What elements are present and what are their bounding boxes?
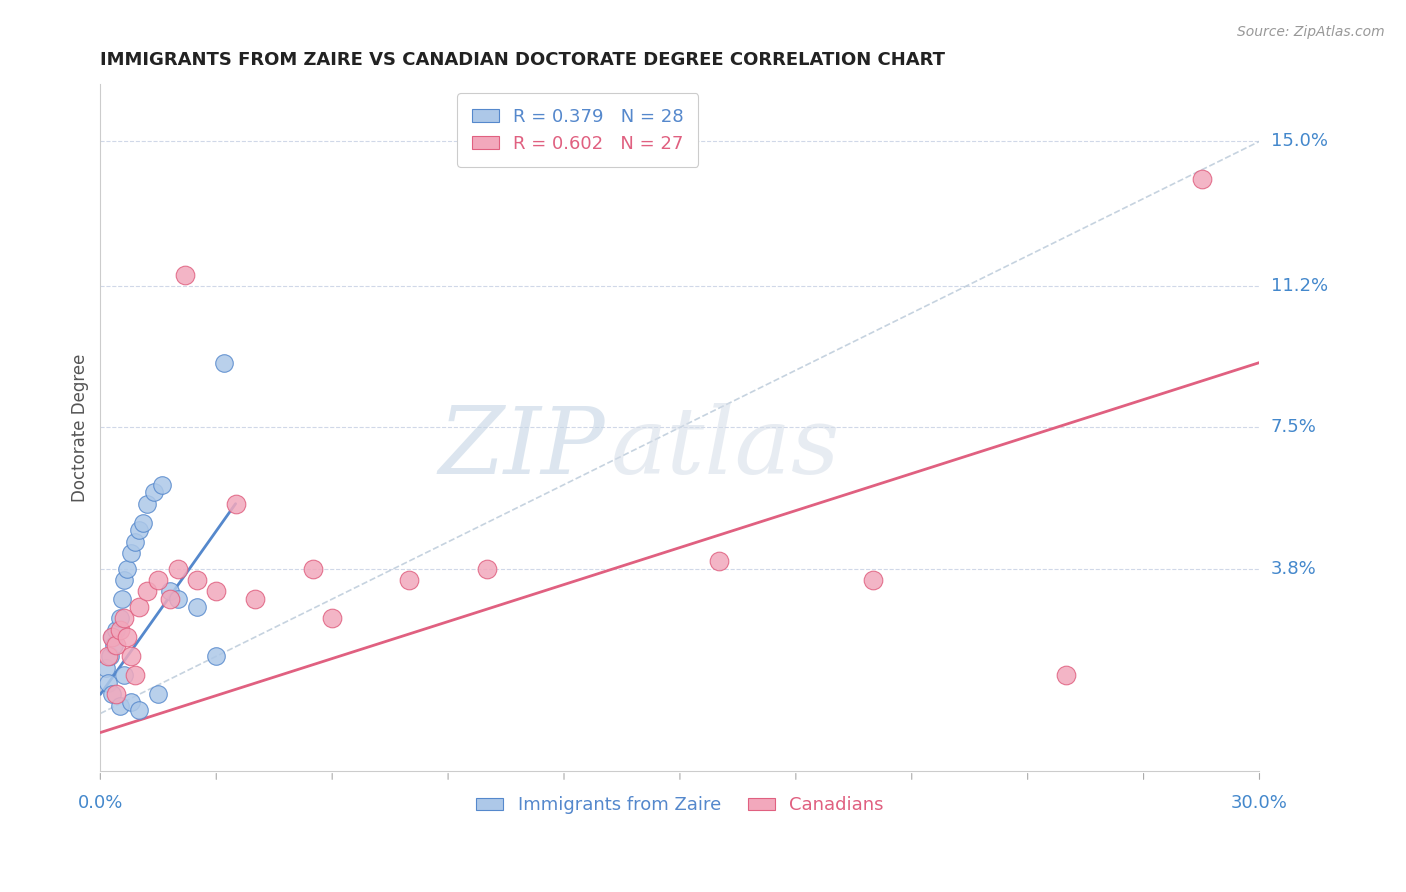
Text: 15.0%: 15.0% (1271, 132, 1327, 151)
Point (108, 698, 131, 713)
Point (143, 485, 166, 500)
Point (150, 477, 173, 491)
Point (98, 649, 121, 664)
Point (243, 592, 266, 607)
Point (110, 592, 132, 607)
Point (128, 703, 150, 717)
Text: 7.5%: 7.5% (1271, 418, 1316, 436)
Point (475, 561, 498, 575)
Point (101, 687, 124, 701)
Point (124, 668, 146, 682)
Point (166, 561, 188, 575)
Point (135, 584, 157, 599)
Point (128, 599, 150, 614)
Point (135, 497, 157, 511)
Point (1054, 668, 1077, 682)
Point (148, 573, 170, 587)
Legend: Immigrants from Zaire, Canadians: Immigrants from Zaire, Canadians (467, 788, 893, 823)
Point (148, 687, 170, 701)
Point (124, 534, 146, 549)
Point (103, 638, 125, 652)
Text: IMMIGRANTS FROM ZAIRE VS CANADIAN DOCTORATE DEGREE CORRELATION CHART: IMMIGRANTS FROM ZAIRE VS CANADIAN DOCTOR… (100, 51, 945, 69)
Point (97, 676, 120, 690)
Point (112, 611, 135, 625)
Point (186, 573, 208, 587)
Point (117, 630, 139, 644)
Point (321, 611, 343, 625)
Point (159, 584, 181, 599)
Text: 30.0%: 30.0% (1232, 794, 1288, 812)
Point (97, 649, 120, 664)
Point (862, 573, 884, 587)
Point (101, 630, 124, 644)
Point (112, 573, 135, 587)
Text: ZIP: ZIP (437, 403, 605, 493)
Point (94, 661, 117, 675)
Point (120, 695, 142, 709)
Point (101, 630, 124, 644)
Point (166, 592, 188, 607)
Point (159, 592, 181, 607)
Point (205, 584, 228, 599)
Point (225, 497, 247, 511)
Text: 11.2%: 11.2% (1271, 277, 1327, 295)
Point (117, 561, 139, 575)
Point (174, 268, 197, 282)
Text: 0.0%: 0.0% (77, 794, 124, 812)
Point (212, 355, 235, 369)
Point (104, 638, 127, 652)
Point (120, 546, 142, 560)
Point (1191, 172, 1213, 186)
Text: 3.8%: 3.8% (1271, 559, 1316, 577)
Point (132, 516, 155, 530)
Point (302, 561, 325, 575)
Point (104, 623, 127, 637)
Point (398, 573, 420, 587)
Y-axis label: Doctorate Degree: Doctorate Degree (72, 353, 89, 501)
Point (128, 524, 150, 538)
Point (108, 611, 131, 625)
Text: Source: ZipAtlas.com: Source: ZipAtlas.com (1237, 25, 1385, 39)
Point (707, 554, 730, 568)
Text: atlas: atlas (610, 403, 839, 493)
Point (205, 649, 228, 664)
Point (112, 668, 135, 682)
Point (120, 649, 142, 664)
Point (104, 687, 127, 701)
Point (108, 623, 131, 637)
Point (186, 599, 208, 614)
